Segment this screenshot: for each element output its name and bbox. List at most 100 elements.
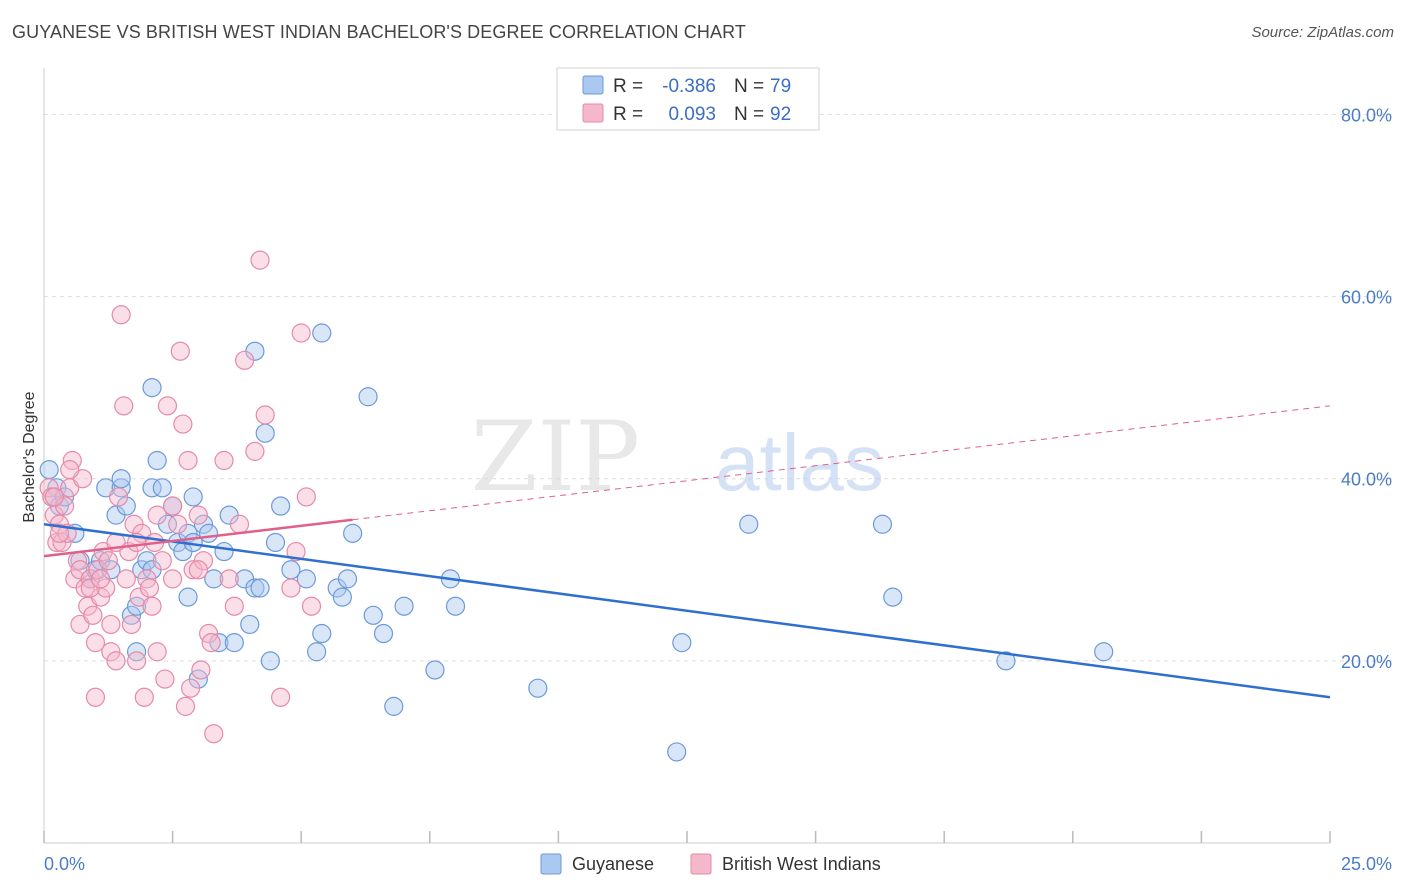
point-bwi-47 bbox=[157, 396, 178, 416]
point-guyanese-25 bbox=[152, 478, 172, 498]
point-bwi-51 bbox=[173, 414, 193, 434]
legend-r-label-0: R = bbox=[613, 76, 643, 97]
point-bwi-80 bbox=[90, 569, 111, 589]
point-bwi-41 bbox=[139, 578, 160, 598]
point-guyanese-75 bbox=[1094, 642, 1114, 662]
point-bwi-75 bbox=[301, 596, 322, 616]
point-bwi-20 bbox=[85, 687, 106, 707]
y-tick-label-0: 20.0% bbox=[1341, 652, 1392, 672]
point-guyanese-47 bbox=[255, 423, 275, 443]
point-bwi-27 bbox=[101, 642, 121, 662]
point-guyanese-68 bbox=[528, 678, 548, 698]
point-guyanese-64 bbox=[394, 596, 414, 616]
legend-bottom-label-pink: British West Indians bbox=[722, 854, 881, 874]
y-tick-label-3: 80.0% bbox=[1341, 105, 1392, 125]
watermark: ZIP atlas bbox=[471, 401, 884, 513]
point-guyanese-43 bbox=[240, 614, 260, 635]
point-bwi-84 bbox=[163, 569, 183, 589]
point-bwi-58 bbox=[193, 551, 214, 571]
point-guyanese-44 bbox=[245, 578, 265, 598]
point-bwi-76 bbox=[44, 487, 64, 507]
trend-line-extension-bwi bbox=[352, 405, 1331, 521]
point-bwi-28 bbox=[106, 651, 126, 671]
point-bwi-68 bbox=[250, 250, 270, 270]
point-guyanese-57 bbox=[332, 587, 352, 607]
point-guyanese-49 bbox=[265, 532, 286, 553]
point-bwi-26 bbox=[101, 614, 121, 635]
point-bwi-29 bbox=[108, 487, 129, 507]
point-bwi-78 bbox=[60, 460, 80, 480]
legend-n-label-0: N = bbox=[734, 76, 764, 97]
point-bwi-30 bbox=[111, 305, 131, 325]
point-guyanese-52 bbox=[296, 569, 316, 589]
watermark-zip: ZIP bbox=[471, 401, 640, 513]
point-bwi-18 bbox=[83, 605, 103, 625]
legend-bottom: Guyanese British West Indians bbox=[540, 853, 881, 875]
point-guyanese-70 bbox=[672, 633, 692, 653]
legend-bottom-swatch-pink bbox=[690, 853, 712, 875]
point-guyanese-69 bbox=[667, 742, 687, 762]
point-guyanese-37 bbox=[204, 569, 224, 589]
point-bwi-71 bbox=[281, 578, 301, 598]
point-guyanese-55 bbox=[312, 323, 332, 343]
legend-n-value-1: 92 bbox=[770, 104, 791, 125]
point-guyanese-72 bbox=[872, 514, 893, 534]
point-guyanese-74 bbox=[996, 651, 1016, 671]
y-tick-label-1: 40.0% bbox=[1341, 470, 1392, 490]
point-guyanese-65 bbox=[425, 660, 445, 680]
point-bwi-48 bbox=[163, 496, 183, 516]
point-guyanese-19 bbox=[132, 560, 152, 580]
point-guyanese-73 bbox=[883, 587, 903, 607]
point-bwi-85 bbox=[188, 560, 208, 580]
point-bwi-62 bbox=[214, 450, 234, 471]
point-guyanese-21 bbox=[142, 478, 162, 498]
source-label: Source: ZipAtlas.com bbox=[1251, 24, 1394, 41]
point-bwi-60 bbox=[201, 633, 221, 653]
point-bwi-65 bbox=[229, 514, 250, 534]
point-bwi-64 bbox=[224, 596, 244, 616]
point-bwi-61 bbox=[204, 724, 224, 744]
point-guyanese-48 bbox=[260, 651, 280, 671]
point-bwi-83 bbox=[147, 642, 167, 662]
point-bwi-49 bbox=[168, 514, 188, 534]
point-bwi-42 bbox=[142, 596, 162, 616]
legend-n-value-0: 79 bbox=[770, 76, 791, 97]
point-guyanese-22 bbox=[142, 378, 162, 398]
legend-bottom-swatch-blue bbox=[540, 853, 562, 875]
axes bbox=[43, 68, 1331, 844]
point-bwi-34 bbox=[121, 614, 142, 635]
point-bwi-56 bbox=[188, 505, 208, 525]
point-guyanese-33 bbox=[183, 487, 203, 507]
point-guyanese-71 bbox=[739, 514, 759, 534]
point-bwi-63 bbox=[219, 569, 239, 589]
point-bwi-45 bbox=[152, 551, 172, 571]
legend-swatch-pink bbox=[582, 103, 604, 123]
legend-n-label-1: N = bbox=[734, 104, 764, 125]
x-tick-label-min: 0.0% bbox=[44, 854, 85, 874]
point-guyanese-54 bbox=[312, 623, 332, 644]
trend-lines bbox=[43, 405, 1331, 699]
point-bwi-46 bbox=[155, 669, 175, 689]
point-bwi-36 bbox=[126, 651, 147, 671]
point-bwi-54 bbox=[181, 678, 201, 698]
y-tick-labels: 20.0% 40.0% 60.0% 80.0% bbox=[1341, 105, 1392, 671]
point-guyanese-59 bbox=[343, 523, 363, 543]
point-bwi-31 bbox=[114, 396, 134, 416]
point-guyanese-61 bbox=[363, 605, 383, 625]
point-bwi-24 bbox=[96, 578, 116, 598]
legend-r-value-1: 0.093 bbox=[668, 104, 716, 125]
point-guyanese-60 bbox=[358, 387, 378, 407]
y-axis-label: Bachelor's Degree bbox=[21, 391, 38, 522]
point-bwi-44 bbox=[147, 505, 167, 525]
point-guyanese-36 bbox=[199, 523, 219, 543]
point-guyanese-14 bbox=[111, 469, 131, 489]
point-bwi-19 bbox=[85, 633, 106, 653]
point-bwi-25 bbox=[98, 551, 118, 571]
point-guyanese-53 bbox=[307, 642, 327, 662]
point-bwi-77 bbox=[49, 523, 70, 543]
grid-lines bbox=[44, 113, 1392, 662]
watermark-atlas: atlas bbox=[715, 418, 884, 507]
point-guyanese-39 bbox=[214, 541, 234, 562]
legend-swatch-blue bbox=[582, 75, 604, 95]
chart-title: GUYANESE VS BRITISH WEST INDIAN BACHELOR… bbox=[12, 22, 746, 42]
